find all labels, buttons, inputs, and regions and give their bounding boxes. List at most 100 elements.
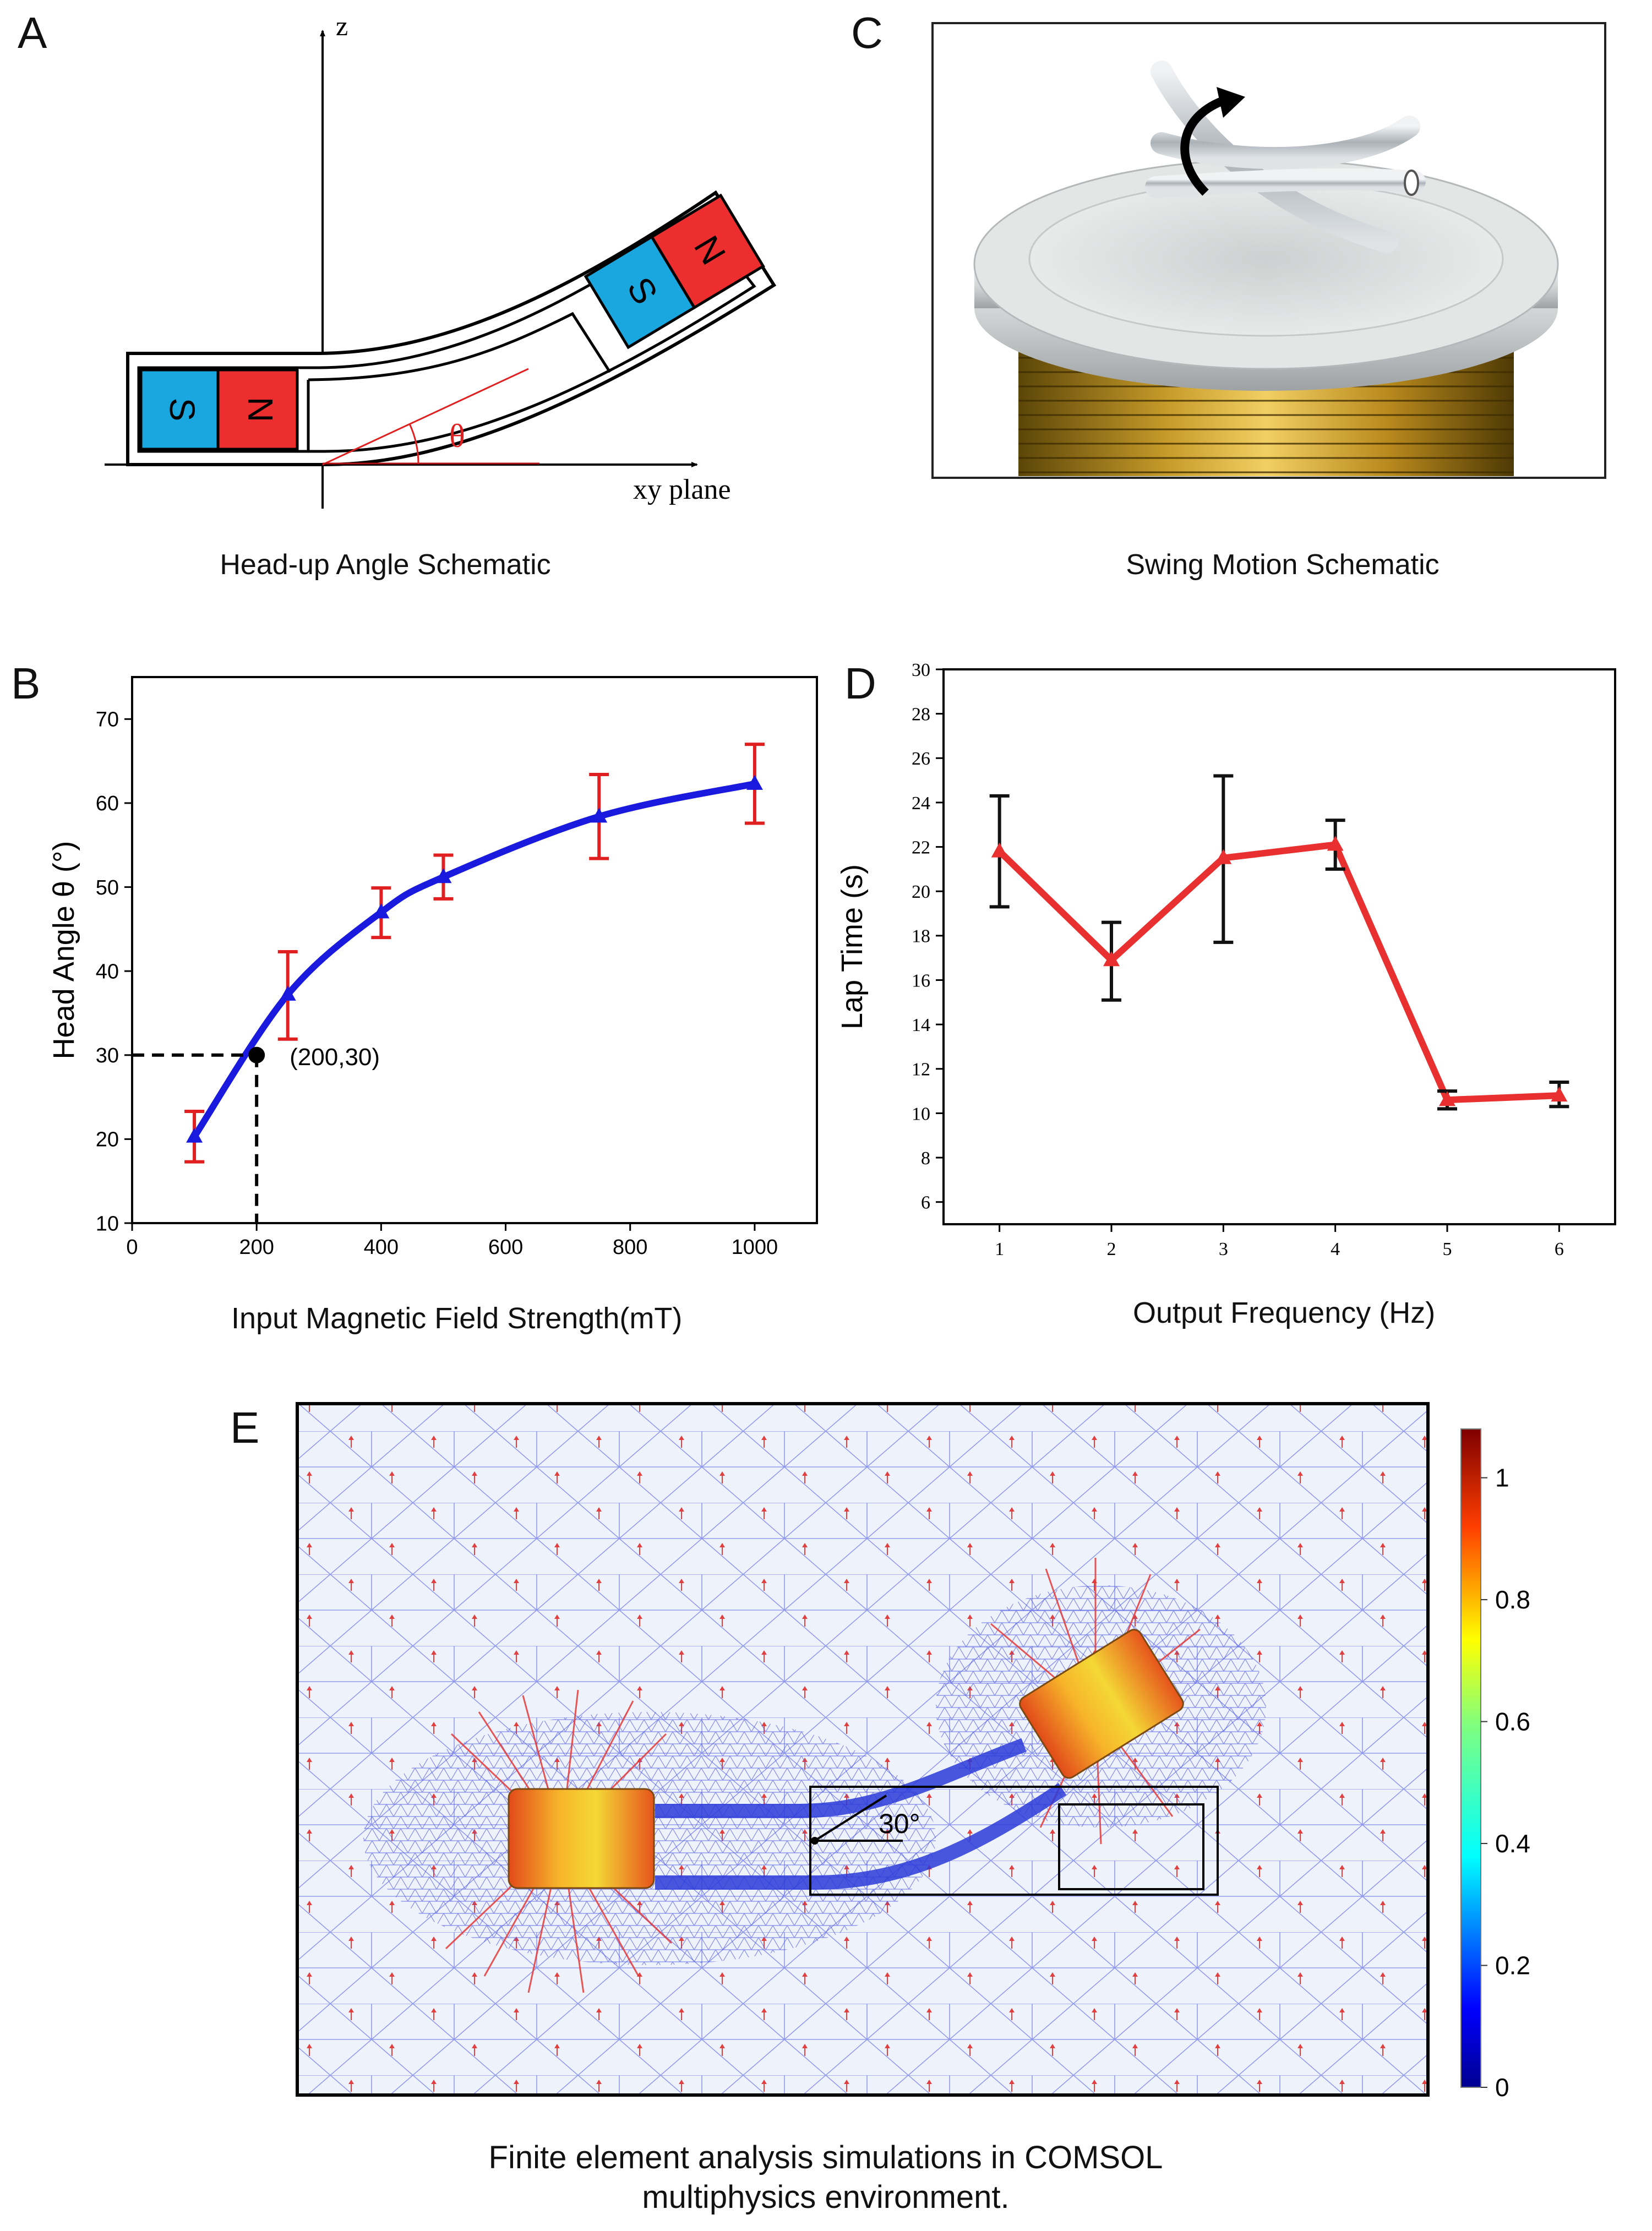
magnet-left-n [216,368,299,451]
y-tick-label-3: 12 [912,1060,930,1080]
z-axis-label: z [336,10,348,41]
y-tick-label-11: 28 [912,705,930,725]
sim-magnet-right [1019,1629,1184,1779]
panel-c-caption: Swing Motion Schematic [1126,549,1440,581]
theta-label: θ [449,418,465,454]
y-tick-label-1: 8 [921,1148,930,1169]
x-tick-label-0: 0 [126,1236,138,1259]
tube-2 [1151,116,1420,169]
annotation-point [248,1046,265,1063]
angle-arc [408,423,419,464]
chart-d-xlabel: Output Frequency (Hz) [1133,1296,1436,1329]
data-point-3 [435,868,452,883]
panel-e-caption-line1: Finite element analysis simulations in C… [488,2140,1163,2175]
x-tick-label-2: 3 [1219,1239,1228,1259]
x-tick-label-5: 6 [1555,1239,1564,1259]
chart-b-plot-area [131,676,818,1224]
rotation-arrow-icon [1180,95,1229,196]
annotation-label: (200,30) [290,1044,380,1071]
data-point-0 [186,1127,203,1143]
x-tick-label-4: 5 [1443,1239,1452,1259]
x-tick-label-2: 400 [364,1236,399,1259]
y-tick-label-2: 10 [912,1104,930,1124]
y-tick-label-3: 40 [96,960,119,983]
magnet-right-n [650,193,765,310]
chart-b-marks: (200,30) [132,743,765,1223]
panel-e-letter: E [230,1403,260,1452]
panel-c-letter: C [851,8,883,57]
series-line [192,780,756,1139]
y-tick-label-6: 70 [96,708,119,732]
data-point-3 [1327,836,1344,851]
panel-a-letter: A [18,8,47,57]
chart-b-ticks: 0 200 400 600 800 1000 10 20 30 40 50 60 70 [96,708,778,1259]
chart-b-ylabel: Head Angle θ (°) [47,841,80,1060]
magnet-left-s [139,368,220,451]
simulation-frame [296,1402,1430,2097]
y-tick-label-4: 50 [96,876,119,899]
y-tick-label-1: 20 [96,1128,119,1152]
y-tick-label-12: 30 [912,660,930,680]
x-tick-label-0: 1 [995,1239,1004,1259]
colorbar-ticks: 0 0.2 0.4 0.6 0.8 1 [1481,1464,1530,2102]
simulation-channel [655,1738,1067,1890]
angle-ray [322,368,529,466]
tube-3 [1145,168,1426,198]
y-tick-label-0: 10 [96,1212,119,1235]
y-tick-label-10: 26 [912,749,930,769]
x-tick-label-1: 2 [1107,1239,1116,1259]
y-tick-label-5: 16 [912,970,930,991]
data-point-1 [1103,951,1120,967]
chart-b-xlabel: Input Magnetic Field Strength(mT) [231,1302,683,1335]
colorbar-tick-label-0: 0 [1495,2073,1509,2102]
data-point-4 [1439,1091,1455,1106]
data-point-1 [279,985,296,1001]
colorbar-tick-label-5: 1 [1495,1464,1509,1492]
reference-box-inner [1058,1803,1204,1890]
data-point-0 [991,842,1008,858]
x-tick-label-3: 600 [488,1236,523,1259]
chart-d-marks [989,774,1569,1111]
panel-e-caption-line2: multiphysics environment. [642,2179,1010,2215]
y-tick-label-5: 60 [96,792,119,815]
magnet-left-s-label: S [162,398,202,422]
chart-d-ylabel: Lap Time (s) [836,864,869,1029]
x-tick-label-1: 200 [239,1236,274,1259]
panel-a-schematic: z xy plane S N S N θ [105,10,777,509]
y-tick-label-9: 24 [912,793,930,814]
x-tick-label-3: 4 [1331,1239,1340,1259]
panel-a-caption: Head-up Angle Schematic [220,549,551,581]
panel-b-letter: B [11,659,41,708]
data-point-4 [591,808,608,823]
panel-e-simulation: 30° 0 0.2 0.4 0.6 0.8 1 [296,1402,1530,2102]
y-tick-label-2: 30 [96,1044,119,1067]
y-tick-label-8: 22 [912,837,930,858]
y-tick-label-6: 18 [912,926,930,947]
data-point-2 [373,903,390,919]
xy-plane-label: xy plane [633,474,731,505]
series-line [997,841,1560,1104]
angle-label-e: 30° [879,1808,920,1839]
x-tick-label-5: 1000 [732,1236,778,1259]
y-tick-label-0: 6 [921,1193,930,1213]
chart-d-plot-area [942,668,1616,1225]
data-point-2 [1215,849,1232,864]
x-tick-label-4: 800 [613,1236,647,1259]
chart-b: 0 200 400 600 800 1000 10 20 30 40 50 60 70 (200,30)… [47,676,818,1259]
data-point-5 [746,774,763,790]
colorbar-tick-label-4: 0.8 [1495,1585,1530,1614]
data-point-5 [1551,1087,1568,1102]
panel-c-illustration [931,22,1606,479]
magnet-left-n-label: N [241,397,280,422]
y-tick-label-7: 20 [912,882,930,902]
y-tick-label-4: 14 [912,1015,930,1035]
colorbar [1460,1428,1481,2088]
sim-magnet-left [508,1788,655,1889]
reference-box [809,1786,1219,1896]
panel-d-letter: D [844,659,876,708]
colorbar-tick-label-1: 0.2 [1495,1951,1530,1980]
colorbar-tick-label-3: 0.6 [1495,1708,1530,1736]
angle-ray-e [814,1794,887,1842]
